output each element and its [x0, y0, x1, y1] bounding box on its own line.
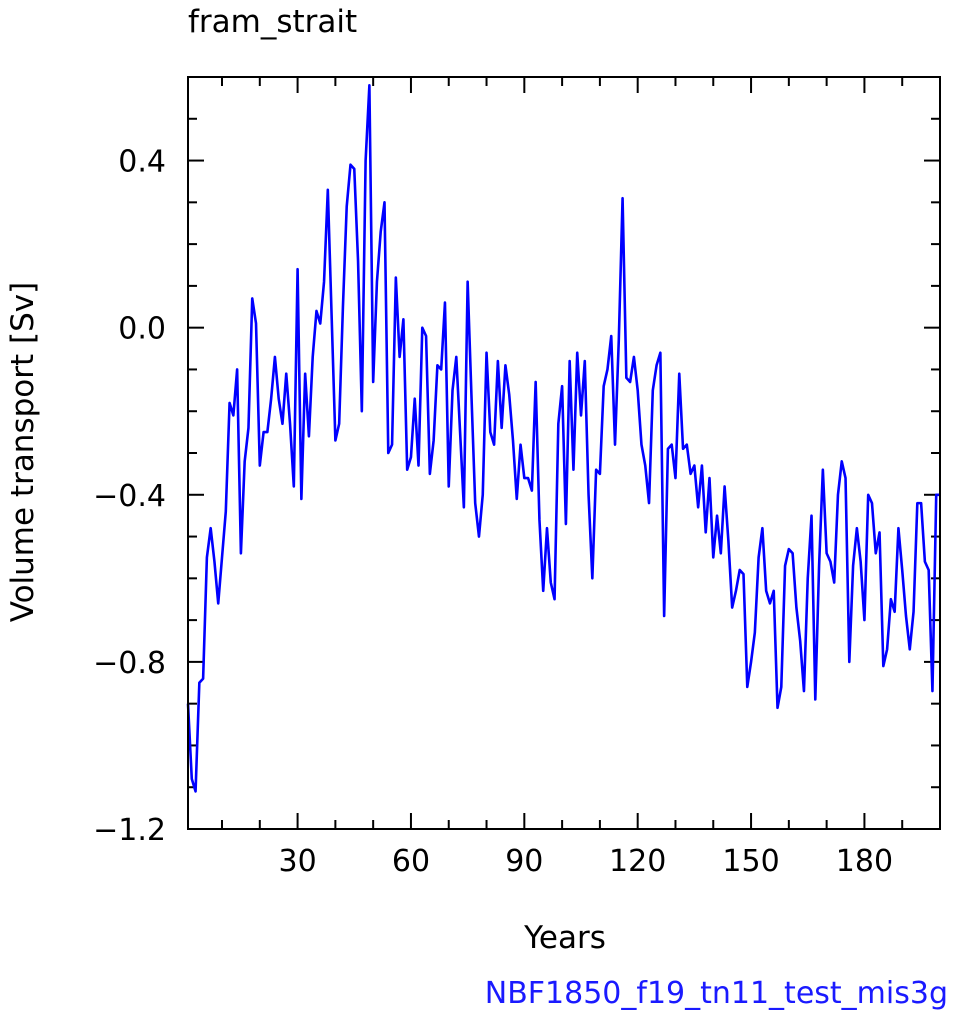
series-line: [186, 84, 940, 793]
x-axis-label: Years: [523, 920, 606, 956]
plot-frame: [187, 76, 941, 830]
x-tick-label: 150: [722, 844, 779, 879]
chart-title: fram_strait: [188, 4, 357, 40]
x-tick-label: 180: [836, 844, 893, 879]
tick-labels: 30 60 90 120 150 180 −1.2 −0.8 −0.4 0.0 0.4: [93, 145, 893, 879]
x-tick-label: 120: [609, 844, 666, 879]
y-tick-label: 0.0: [118, 312, 166, 347]
y-tick-label: 0.4: [118, 145, 166, 180]
x-tick-label: 60: [392, 844, 430, 879]
x-tick-label: 90: [505, 844, 543, 879]
x-tick-label: 30: [278, 844, 316, 879]
y-tick-label: −0.8: [93, 646, 166, 681]
y-axis-label: Volume transport [Sv]: [5, 282, 41, 622]
y-tick-label: −1.2: [93, 813, 166, 848]
y-tick-label: −0.4: [93, 479, 166, 514]
case-name-label: NBF1850_f19_tn11_test_mis3g: [485, 976, 948, 1011]
